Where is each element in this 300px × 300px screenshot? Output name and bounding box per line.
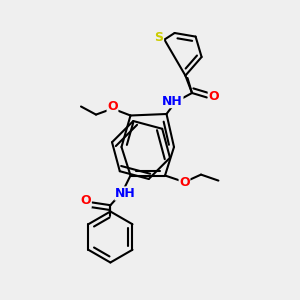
Text: O: O bbox=[107, 100, 118, 113]
Text: O: O bbox=[80, 194, 91, 208]
Text: NH: NH bbox=[115, 187, 136, 200]
Text: NH: NH bbox=[162, 94, 183, 108]
Text: O: O bbox=[179, 176, 190, 189]
Text: S: S bbox=[154, 31, 164, 44]
Text: O: O bbox=[208, 90, 219, 103]
